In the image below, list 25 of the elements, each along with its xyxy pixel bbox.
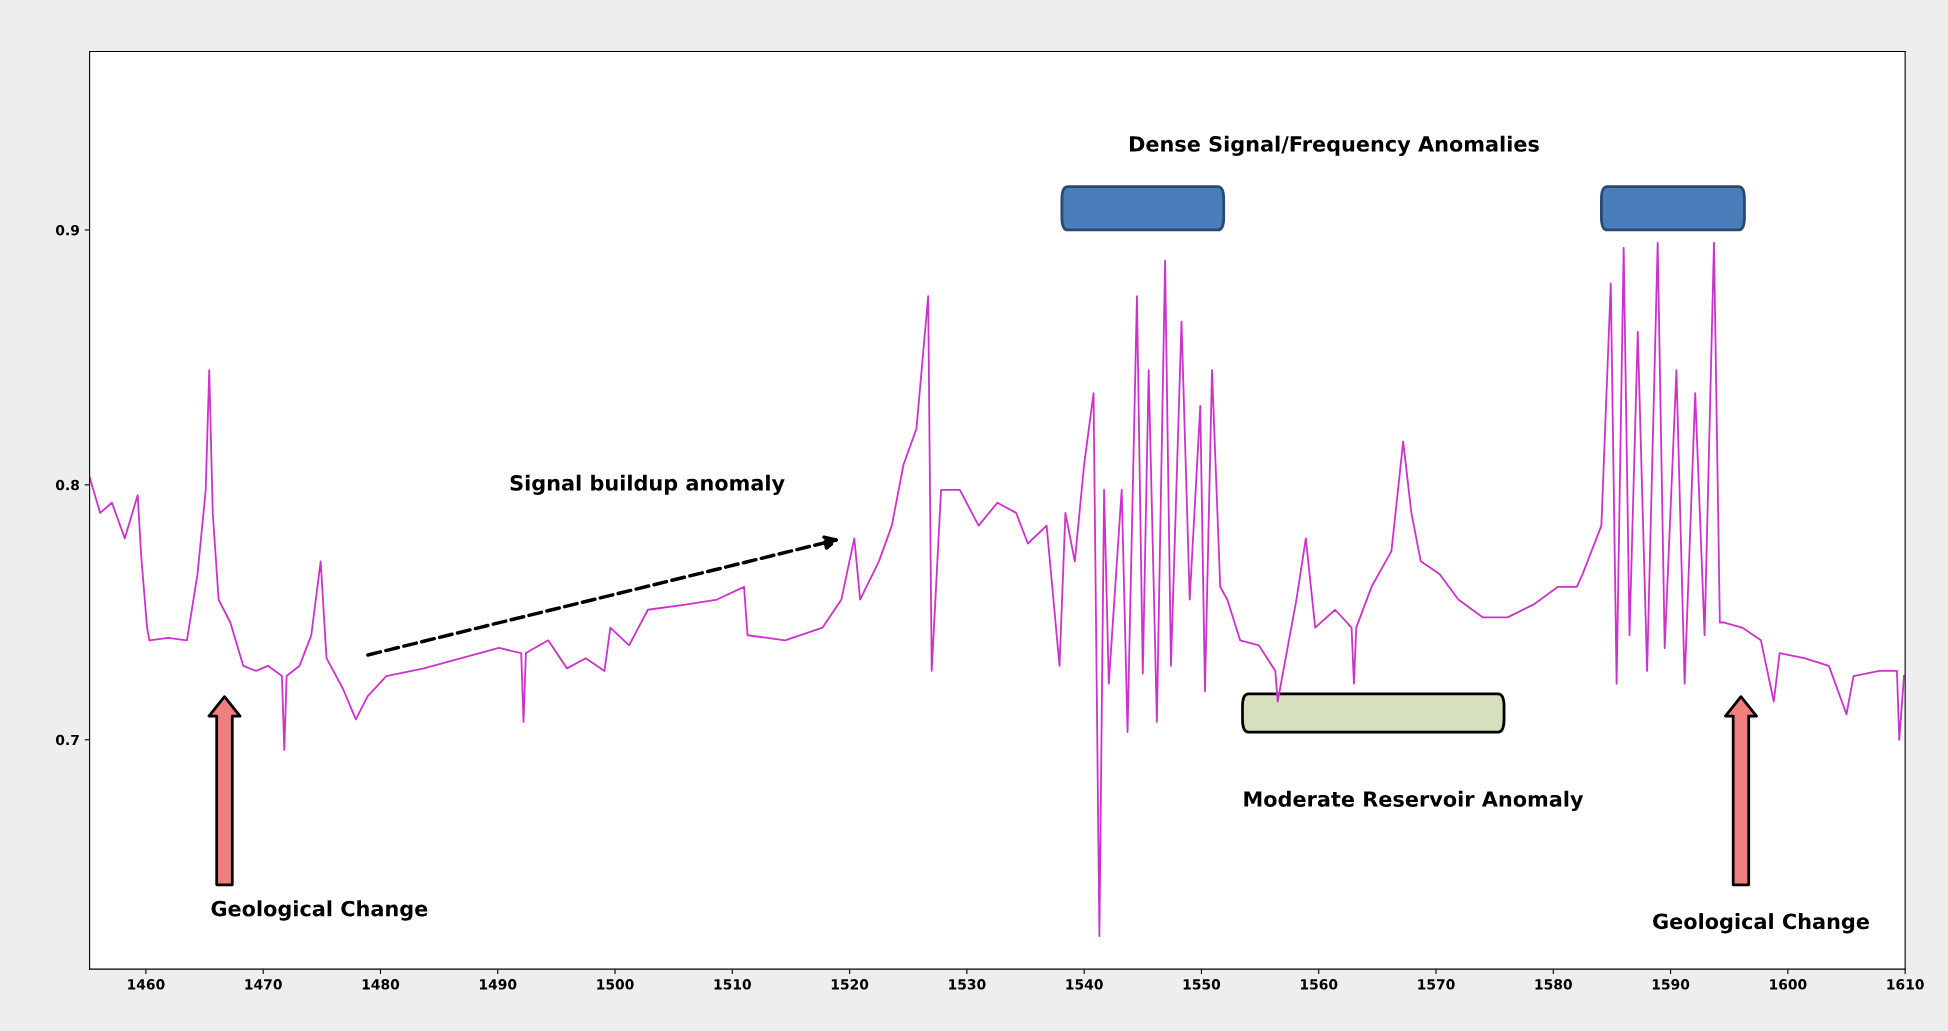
x-tick-label: 1590	[1652, 979, 1690, 990]
x-tick-label: 1510	[714, 979, 751, 990]
annotation: Moderate Reservoir Anomaly	[1244, 790, 1584, 812]
y-tick-label: 0.7	[55, 734, 79, 746]
annotation: Geological Change	[211, 900, 428, 921]
x-tick-label: 1520	[831, 979, 869, 990]
x-tick-label: 1500	[597, 979, 634, 990]
x-tick-label: 1560	[1300, 979, 1338, 990]
x-tick-label: 1530	[949, 979, 986, 990]
line-series	[89, 241, 1905, 937]
x-tick-label: 1600	[1770, 979, 1807, 990]
x-tick-label: 1580	[1535, 979, 1572, 990]
x-tick-label: 1540	[1066, 979, 1103, 990]
annotation: Geological Change	[1653, 913, 1869, 934]
y-tick-label: 0.8	[55, 479, 80, 491]
x-tick-label: 1490	[479, 979, 517, 990]
x-tick-label: 1550	[1183, 979, 1221, 990]
annotation: Signal buildup anomaly	[510, 474, 785, 496]
x-tick-label: 1480	[362, 979, 400, 990]
x-tick-label: 1610	[1887, 979, 1924, 990]
x-tick-label: 1470	[245, 979, 282, 990]
y-tick-label: 0.9	[55, 224, 79, 236]
x-tick-label: 1460	[128, 979, 165, 990]
annotation: Dense Signal/Frequency Anomalies	[1130, 135, 1539, 157]
x-tick-label: 1570	[1418, 979, 1455, 990]
